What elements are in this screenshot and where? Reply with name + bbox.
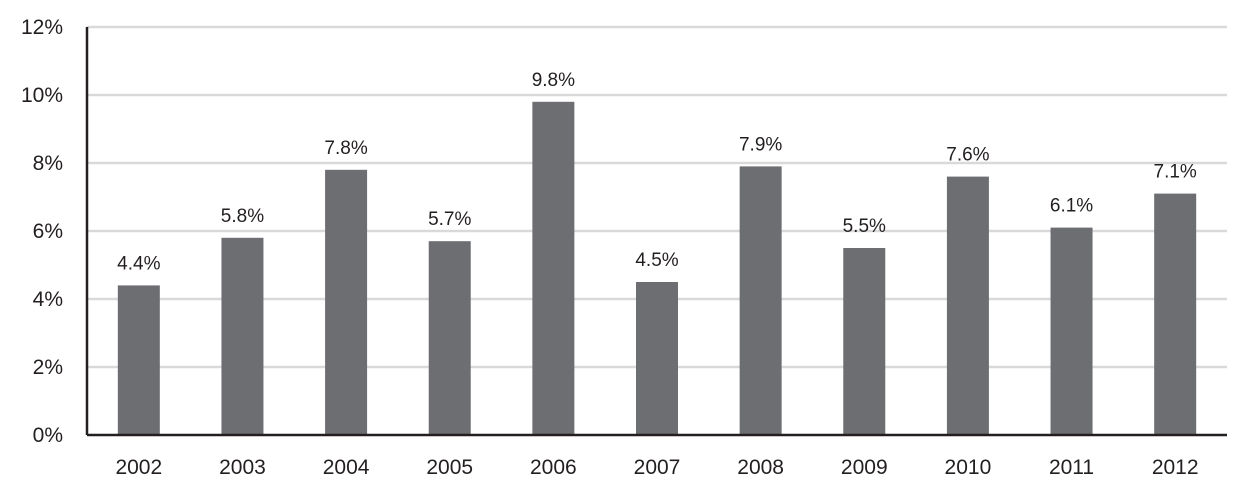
y-tick-label: 8% bbox=[33, 152, 63, 175]
data-label: 7.6% bbox=[946, 145, 989, 166]
bar-2010 bbox=[946, 176, 989, 435]
data-label: 4.4% bbox=[117, 253, 160, 274]
axes bbox=[85, 27, 1227, 437]
bar-2004 bbox=[325, 169, 368, 436]
data-labels: 4.4% 5.8% 7.8% 5.7% 9.8% 4.5% 7.9% 5.5% 7.6% 6.1%… bbox=[117, 70, 1197, 275]
x-tick-label: 2009 bbox=[841, 456, 888, 479]
x-tick-label: 2002 bbox=[115, 456, 162, 479]
bar-2006 bbox=[532, 101, 575, 436]
bar-2012 bbox=[1154, 193, 1197, 435]
data-label: 5.5% bbox=[843, 216, 886, 237]
x-tick-label: 2011 bbox=[1049, 456, 1094, 479]
data-label: 5.8% bbox=[221, 206, 264, 227]
gridlines bbox=[87, 25, 1227, 369]
bar-2002 bbox=[117, 285, 160, 435]
y-tick-label: 12% bbox=[21, 16, 63, 39]
data-label: 9.8% bbox=[532, 70, 575, 91]
y-tick-label: 0% bbox=[33, 424, 63, 447]
x-tick-label: 2003 bbox=[219, 456, 266, 479]
bar-2009 bbox=[843, 248, 886, 435]
x-tick-label: 2004 bbox=[323, 456, 370, 479]
x-tick-label: 2005 bbox=[426, 456, 473, 479]
data-label: 5.7% bbox=[428, 209, 471, 230]
y-tick-label: 10% bbox=[21, 84, 63, 107]
x-tick-label: 2007 bbox=[634, 456, 681, 479]
bar-2005 bbox=[428, 241, 471, 435]
data-label: 7.1% bbox=[1154, 162, 1197, 183]
data-label: 4.5% bbox=[635, 250, 678, 271]
y-tick-labels: 0% 2% 4% 6% 8% 10% 12% bbox=[21, 16, 63, 447]
x-tick-label: 2008 bbox=[737, 456, 784, 479]
bar-2007 bbox=[636, 282, 678, 435]
data-label: 7.9% bbox=[739, 134, 782, 155]
x-tick-label: 2010 bbox=[945, 456, 992, 479]
y-tick-label: 6% bbox=[33, 220, 63, 243]
data-label: 6.1% bbox=[1050, 196, 1093, 217]
data-label: 7.8% bbox=[324, 138, 367, 159]
x-tick-label: 2012 bbox=[1152, 456, 1199, 479]
bar-2011 bbox=[1050, 227, 1093, 435]
x-tick-label: 2006 bbox=[530, 456, 577, 479]
x-tick-labels: 2002 2003 2004 2005 2006 2007 2008 2009 2010 2011… bbox=[115, 456, 1198, 479]
bar-2008 bbox=[739, 166, 782, 435]
bar-2003 bbox=[221, 237, 264, 435]
bars bbox=[117, 101, 1197, 436]
y-tick-label: 4% bbox=[33, 288, 63, 311]
y-tick-label: 2% bbox=[33, 356, 63, 379]
